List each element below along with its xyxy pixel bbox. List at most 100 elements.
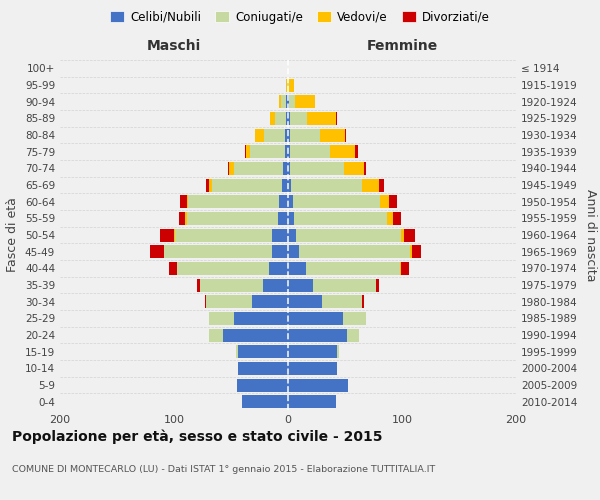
Bar — [404, 228, 415, 241]
Bar — [251, 295, 288, 308]
Bar — [279, 95, 281, 108]
Bar — [229, 162, 235, 175]
Bar — [175, 228, 272, 241]
Bar — [347, 328, 359, 342]
Bar — [288, 162, 290, 175]
Bar — [286, 95, 288, 108]
Bar — [287, 78, 288, 92]
Bar — [364, 162, 365, 175]
Bar — [197, 278, 200, 291]
Bar — [290, 162, 344, 175]
Bar — [289, 78, 294, 92]
Bar — [238, 345, 288, 358]
Bar — [380, 195, 389, 208]
Bar — [345, 128, 346, 141]
Bar — [288, 295, 322, 308]
Bar — [288, 262, 306, 275]
Bar — [295, 95, 316, 108]
Bar — [288, 112, 290, 125]
Bar — [212, 178, 283, 192]
Bar — [264, 128, 284, 141]
Bar — [223, 328, 288, 342]
Bar — [255, 128, 264, 141]
Bar — [401, 262, 409, 275]
Bar — [290, 145, 330, 158]
Bar — [283, 178, 288, 192]
Bar — [235, 162, 283, 175]
Bar — [288, 378, 349, 392]
Bar — [187, 212, 278, 225]
Bar — [206, 178, 209, 192]
Bar — [313, 278, 376, 291]
Bar — [393, 212, 401, 225]
Bar — [343, 312, 365, 325]
Bar — [293, 195, 380, 208]
Bar — [400, 262, 401, 275]
Bar — [401, 228, 404, 241]
Bar — [284, 128, 288, 141]
Bar — [296, 228, 401, 241]
Bar — [288, 395, 336, 408]
Bar — [288, 228, 296, 241]
Y-axis label: Fasce di età: Fasce di età — [7, 198, 19, 272]
Bar — [344, 162, 364, 175]
Text: COMUNE DI MONTECARLO (LU) - Dati ISTAT 1° gennaio 2015 - Elaborazione TUTTITALIA: COMUNE DI MONTECARLO (LU) - Dati ISTAT 1… — [12, 465, 435, 474]
Bar — [281, 95, 286, 108]
Bar — [307, 112, 336, 125]
Bar — [289, 95, 295, 108]
Bar — [294, 212, 387, 225]
Text: Maschi: Maschi — [147, 40, 201, 54]
Bar — [389, 195, 397, 208]
Text: Femmine: Femmine — [367, 40, 437, 54]
Bar — [379, 178, 384, 192]
Bar — [387, 212, 393, 225]
Bar — [209, 312, 235, 325]
Bar — [185, 212, 187, 225]
Bar — [410, 245, 412, 258]
Bar — [288, 328, 347, 342]
Bar — [178, 262, 269, 275]
Bar — [292, 178, 362, 192]
Bar — [164, 245, 272, 258]
Legend: Celibi/Nubili, Coniugati/e, Vedovi/e, Divorziati/e: Celibi/Nubili, Coniugati/e, Vedovi/e, Di… — [105, 6, 495, 28]
Bar — [330, 145, 355, 158]
Bar — [270, 112, 275, 125]
Bar — [288, 278, 313, 291]
Bar — [272, 228, 288, 241]
Bar — [288, 345, 337, 358]
Bar — [412, 245, 421, 258]
Bar — [299, 245, 410, 258]
Bar — [288, 362, 337, 375]
Bar — [290, 128, 320, 141]
Bar — [288, 245, 299, 258]
Bar — [320, 128, 345, 141]
Bar — [169, 262, 178, 275]
Bar — [238, 362, 288, 375]
Bar — [187, 195, 188, 208]
Bar — [179, 212, 185, 225]
Bar — [355, 145, 358, 158]
Bar — [236, 345, 238, 358]
Bar — [245, 145, 246, 158]
Bar — [288, 212, 294, 225]
Bar — [174, 228, 175, 241]
Bar — [227, 162, 229, 175]
Bar — [275, 112, 286, 125]
Bar — [269, 262, 288, 275]
Bar — [288, 128, 290, 141]
Bar — [160, 228, 174, 241]
Text: Popolazione per età, sesso e stato civile - 2015: Popolazione per età, sesso e stato civil… — [12, 430, 383, 444]
Bar — [236, 378, 288, 392]
Bar — [306, 262, 400, 275]
Bar — [362, 295, 364, 308]
Bar — [263, 278, 288, 291]
Bar — [288, 78, 289, 92]
Bar — [188, 195, 279, 208]
Bar — [288, 95, 289, 108]
Bar — [283, 162, 288, 175]
Bar — [336, 112, 337, 125]
Bar — [150, 245, 164, 258]
Bar — [209, 178, 212, 192]
Bar — [272, 245, 288, 258]
Bar — [246, 145, 250, 158]
